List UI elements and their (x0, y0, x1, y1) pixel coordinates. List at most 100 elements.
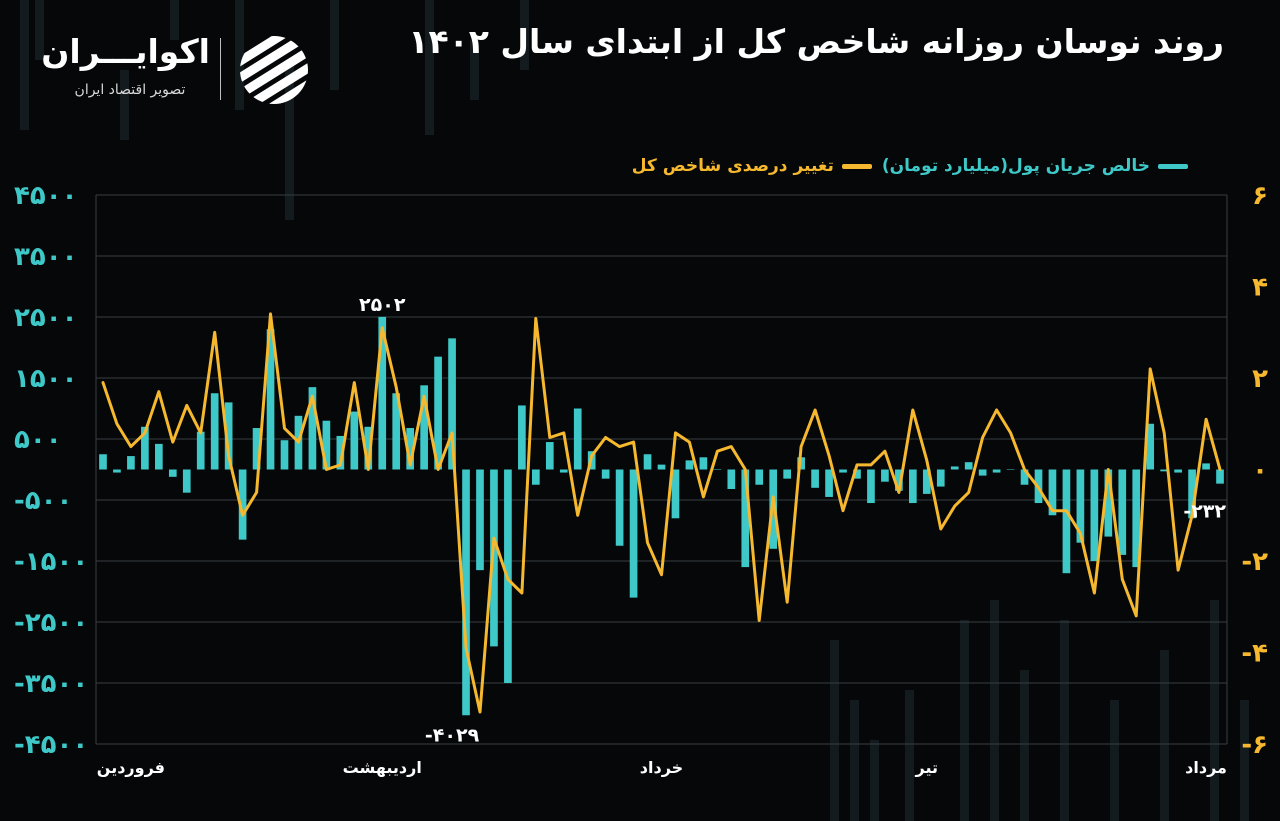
bar (1174, 469, 1182, 473)
bar (839, 469, 847, 473)
bar (1202, 463, 1210, 470)
bar (741, 469, 750, 568)
bar (1146, 423, 1155, 470)
legend-label-flow: خالص جریان پول(میلیارد تومان) (881, 156, 1150, 176)
bar (545, 442, 554, 470)
bar (378, 316, 387, 470)
chart-legend: خالص جریان پول(میلیارد تومان) تغییر درصد… (632, 156, 1188, 176)
legend-item-flow: خالص جریان پول(میلیارد تومان) (882, 156, 1188, 176)
bar (629, 469, 638, 598)
bar (978, 469, 987, 476)
bar (224, 402, 233, 470)
bar (685, 460, 694, 470)
bar (154, 443, 163, 470)
bar (811, 469, 819, 488)
bar (825, 469, 833, 497)
y-tick-right: ۴ (1252, 273, 1268, 303)
bar (476, 469, 484, 571)
bar (1062, 469, 1071, 574)
bar (936, 469, 945, 487)
bar (448, 338, 456, 470)
brand-tagline: تصویر اقتصاد ایران (74, 82, 186, 98)
logo-divider (220, 38, 221, 100)
x-month-label: فروردین (97, 758, 165, 777)
bar (518, 405, 526, 470)
bar (1090, 469, 1099, 561)
bar (308, 387, 317, 470)
bar (210, 393, 219, 470)
bar (643, 454, 652, 470)
brand-logo: اکوایـــران تصویر اقتصاد ایران (41, 30, 320, 110)
bar (99, 454, 107, 470)
y-tick-left: -۳۵۰۰ (14, 669, 88, 699)
bar (1020, 469, 1029, 485)
bar (559, 469, 568, 473)
data-label: -۲۳۲ (1183, 501, 1226, 523)
data-label: -۴۰۲۹ (425, 724, 480, 746)
bar (168, 469, 177, 477)
bar (950, 466, 959, 470)
y-tick-right: -۲ (1241, 547, 1268, 577)
bar (895, 469, 903, 491)
bar (699, 457, 708, 470)
bar (867, 469, 875, 504)
bar (797, 457, 805, 470)
bar (1118, 469, 1127, 555)
y-tick-right: ۰ (1252, 456, 1268, 486)
bar (420, 385, 428, 470)
x-month-label: تیر (915, 758, 939, 777)
bar (964, 462, 973, 470)
y-tick-right: -۴ (1241, 639, 1268, 669)
y-tick-right: ۲ (1252, 364, 1268, 394)
bar (490, 469, 498, 647)
striped-circle-logo-icon (240, 36, 308, 104)
legend-label-index: تغییر درصدی شاخص کل (631, 156, 834, 176)
bar (252, 428, 261, 470)
bar (196, 431, 205, 470)
bar (922, 469, 931, 494)
bar (392, 393, 401, 470)
bar (1006, 469, 1015, 470)
legend-swatch-flow (1158, 163, 1188, 169)
y-tick-right: ۶ (1252, 181, 1268, 211)
bar (462, 469, 470, 716)
bar (127, 456, 135, 470)
legend-item-index: تغییر درصدی شاخص کل (632, 156, 872, 176)
data-label: ۲۵۰۲ (359, 294, 406, 316)
y-tick-left: -۲۵۰۰ (14, 608, 88, 638)
bar (615, 469, 624, 546)
bar (322, 420, 331, 470)
bar (783, 469, 792, 479)
bar (1104, 469, 1113, 537)
page-title: روند نوسان روزانه شاخص کل از ابتدای سال … (408, 22, 1224, 61)
y-tick-left: ۵۰۰ (14, 425, 62, 455)
bar (671, 469, 680, 519)
legend-swatch-index (841, 163, 872, 169)
y-tick-left: ۳۵۰۰ (14, 242, 77, 272)
y-tick-left: -۱۵۰۰ (14, 547, 88, 577)
bar (1132, 469, 1141, 568)
bar (908, 469, 917, 504)
x-month-label: خرداد (640, 758, 683, 777)
bar (182, 469, 191, 493)
bar (881, 469, 889, 482)
bar (434, 356, 442, 470)
bar (1216, 469, 1224, 484)
y-tick-left: ۱۵۰۰ (14, 364, 77, 394)
brand-name: اکوایـــران (41, 32, 210, 71)
bar (406, 428, 415, 470)
y-tick-left: ۲۵۰۰ (14, 303, 77, 333)
bar (1076, 469, 1085, 543)
bar (713, 469, 722, 470)
bar (364, 426, 373, 470)
bar (531, 469, 540, 485)
bar (350, 411, 359, 470)
y-tick-left: ۴۵۰۰ (14, 181, 77, 211)
bar (727, 469, 736, 490)
bar (657, 464, 666, 470)
y-tick-left: -۴۵۰۰ (14, 730, 88, 760)
bar (238, 469, 247, 540)
bar (992, 469, 1001, 473)
bar (336, 435, 345, 470)
